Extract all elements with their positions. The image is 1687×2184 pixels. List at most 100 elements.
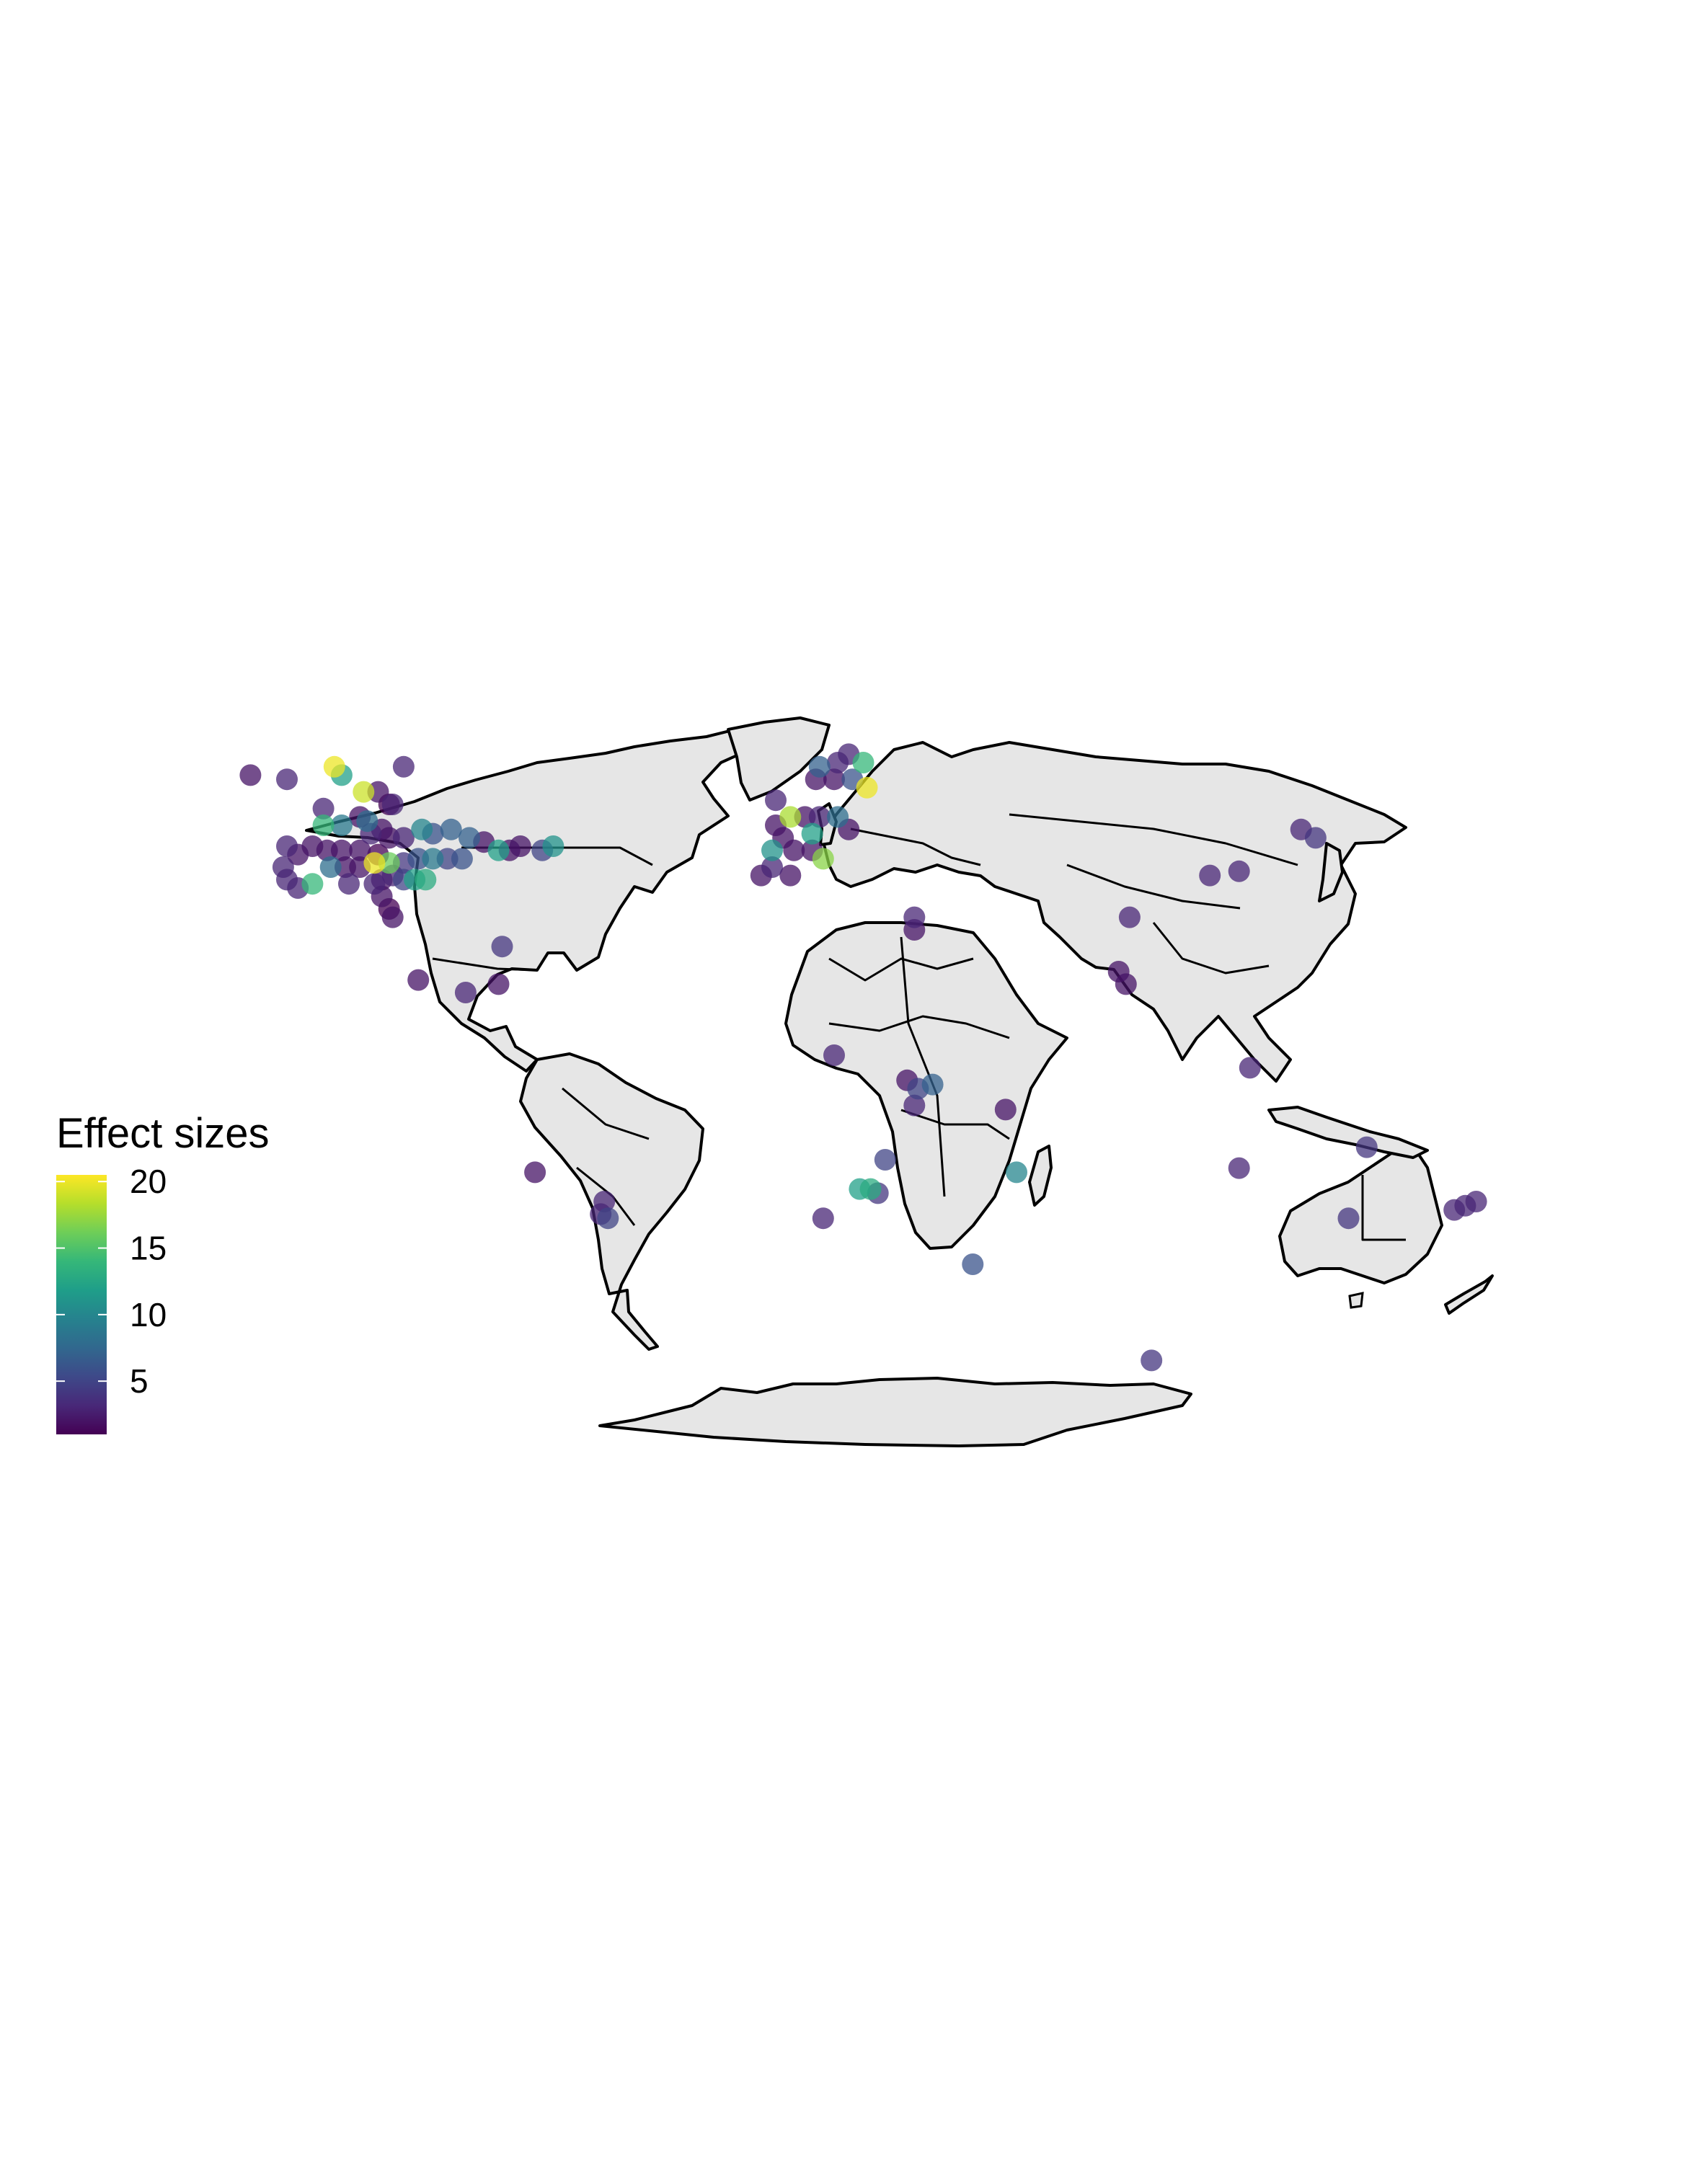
data-point bbox=[312, 814, 335, 836]
data-point bbox=[1337, 1207, 1360, 1230]
data-point bbox=[921, 1073, 944, 1096]
border-africa-north bbox=[828, 957, 974, 982]
data-point bbox=[353, 781, 375, 803]
data-point bbox=[1115, 973, 1137, 995]
data-point bbox=[1465, 1191, 1487, 1212]
data-point bbox=[903, 1094, 926, 1117]
data-point bbox=[856, 776, 878, 799]
data-point bbox=[823, 768, 845, 791]
data-point bbox=[276, 835, 298, 857]
legend-title: Effect sizes bbox=[56, 1110, 270, 1157]
data-point bbox=[779, 864, 802, 887]
data-point bbox=[859, 1178, 882, 1200]
data-point bbox=[1006, 1161, 1027, 1184]
border-asia-1 bbox=[1009, 813, 1298, 866]
data-point bbox=[451, 848, 473, 870]
data-point bbox=[994, 1098, 1017, 1121]
legend-tick-label: 5 bbox=[130, 1362, 149, 1400]
data-point bbox=[827, 806, 849, 828]
data-point bbox=[312, 797, 335, 820]
data-point bbox=[765, 789, 787, 812]
data-point bbox=[487, 973, 510, 995]
data-point bbox=[381, 906, 404, 928]
data-point bbox=[597, 1207, 619, 1230]
data-point bbox=[381, 794, 404, 815]
data-point bbox=[779, 806, 802, 828]
data-point bbox=[812, 1207, 834, 1230]
points-layer bbox=[239, 743, 1487, 1372]
landmass-north-america bbox=[305, 728, 755, 1073]
data-point bbox=[823, 1044, 845, 1066]
data-point bbox=[239, 764, 262, 786]
data-point bbox=[440, 818, 462, 840]
data-point bbox=[761, 856, 783, 878]
data-point bbox=[1228, 1157, 1250, 1179]
data-point bbox=[363, 852, 386, 874]
legend-tick-label: 15 bbox=[130, 1230, 167, 1267]
landmass-japan bbox=[1318, 842, 1344, 902]
data-point bbox=[459, 827, 480, 849]
data-point bbox=[319, 856, 342, 878]
legend: Effect sizes 5 10 15 20 bbox=[56, 1110, 270, 1434]
data-point bbox=[1355, 1136, 1378, 1158]
border-australia bbox=[1361, 1175, 1406, 1241]
landmass-indonesia bbox=[1267, 1106, 1429, 1159]
data-point bbox=[392, 755, 415, 778]
data-point bbox=[801, 822, 823, 845]
data-point bbox=[1304, 827, 1327, 849]
landmass-eurasia bbox=[820, 741, 1407, 1083]
data-point bbox=[487, 839, 510, 861]
landmass-greenland bbox=[727, 716, 831, 802]
landmass-antarctica bbox=[598, 1377, 1192, 1447]
data-point bbox=[491, 936, 513, 958]
legend-ticks: 5 10 15 20 bbox=[56, 1163, 167, 1400]
data-point bbox=[1239, 1057, 1261, 1079]
border-south-america-1 bbox=[562, 1087, 650, 1140]
data-point bbox=[356, 810, 378, 833]
data-point bbox=[1141, 1349, 1163, 1372]
data-point bbox=[415, 869, 437, 891]
landmass-australia bbox=[1278, 1145, 1443, 1284]
border-africa-central bbox=[828, 1015, 1010, 1039]
data-point bbox=[301, 873, 324, 895]
data-point bbox=[392, 827, 415, 849]
landmass-new-zealand bbox=[1444, 1274, 1494, 1315]
data-point bbox=[338, 873, 360, 895]
legend-colorbar bbox=[56, 1175, 107, 1434]
data-point bbox=[783, 839, 805, 861]
data-point bbox=[812, 848, 834, 870]
data-point bbox=[330, 814, 353, 836]
border-europe bbox=[850, 827, 981, 866]
border-africa-south bbox=[900, 1109, 1010, 1140]
data-point bbox=[761, 839, 783, 861]
data-point bbox=[962, 1253, 984, 1275]
data-point bbox=[1118, 906, 1141, 928]
data-point bbox=[852, 752, 875, 773]
data-point bbox=[330, 839, 353, 861]
data-point bbox=[349, 839, 371, 861]
border-asia-2 bbox=[1066, 864, 1241, 910]
data-point bbox=[542, 835, 564, 857]
data-point bbox=[411, 818, 433, 840]
landmass-tasmania bbox=[1348, 1292, 1364, 1309]
data-point bbox=[524, 1161, 546, 1184]
data-point bbox=[363, 873, 386, 895]
data-point bbox=[276, 768, 298, 791]
data-point bbox=[808, 806, 831, 828]
border-asia-3 bbox=[1152, 922, 1270, 975]
data-point bbox=[903, 906, 926, 928]
data-point bbox=[454, 982, 477, 1003]
data-point bbox=[1199, 864, 1221, 887]
border-us-mexico bbox=[432, 957, 538, 972]
legend-tick-label: 10 bbox=[130, 1296, 167, 1333]
border-africa-vertical bbox=[900, 936, 946, 1197]
data-point bbox=[509, 835, 531, 857]
data-point bbox=[323, 755, 345, 778]
data-point bbox=[874, 1149, 896, 1171]
legend-tick-label: 20 bbox=[130, 1163, 167, 1200]
data-point bbox=[407, 969, 430, 991]
data-point bbox=[422, 848, 444, 870]
landmass-madagascar bbox=[1028, 1145, 1053, 1207]
data-point bbox=[808, 755, 831, 778]
